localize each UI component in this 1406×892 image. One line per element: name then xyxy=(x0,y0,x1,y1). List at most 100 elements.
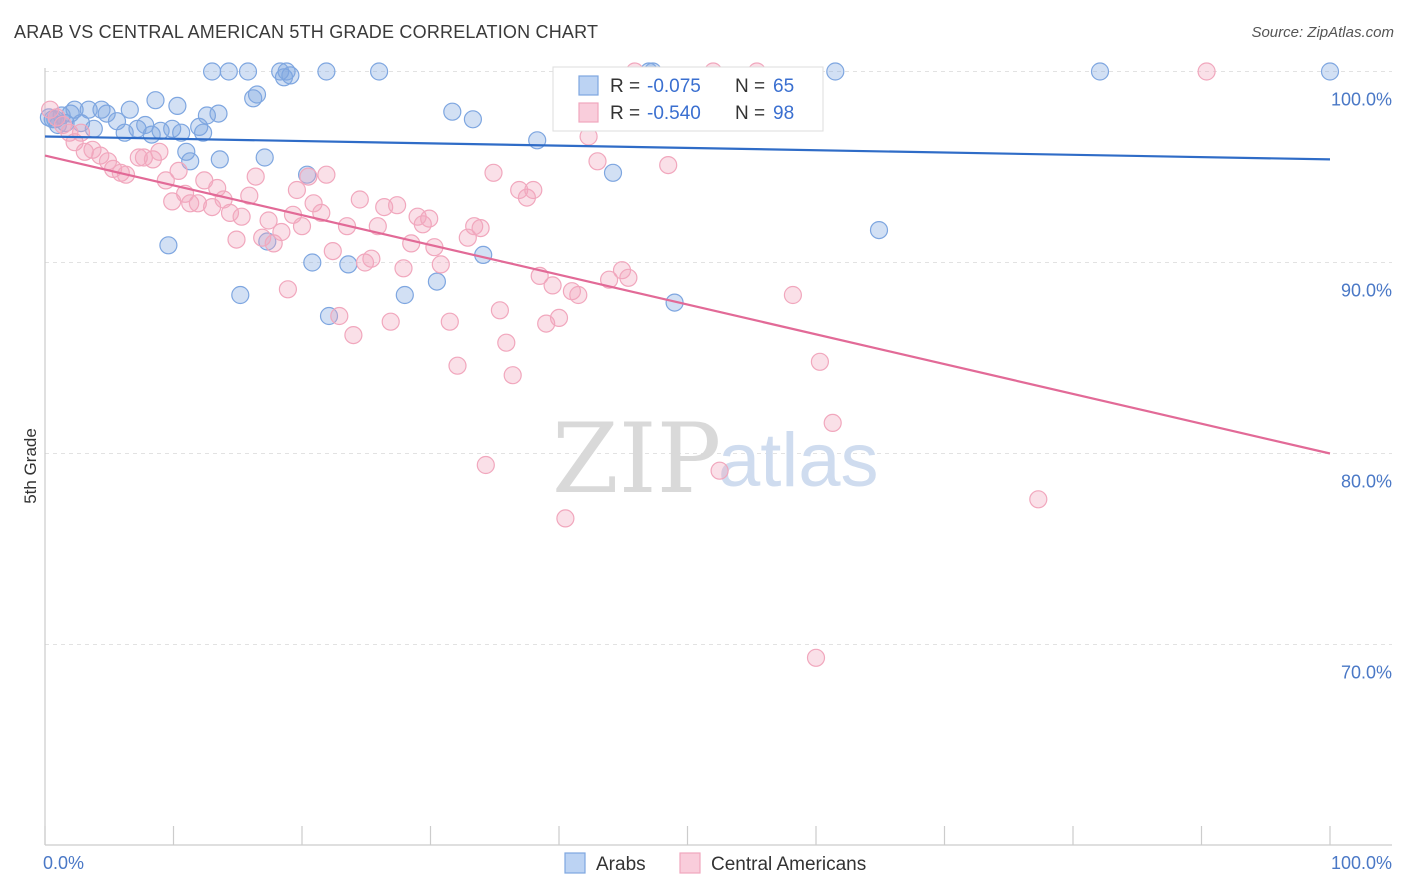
point-central-americans-13 xyxy=(129,148,148,167)
point-central-americans-29 xyxy=(232,207,251,226)
point-central-americans-21 xyxy=(181,194,200,213)
watermark-zip: ZIP xyxy=(552,403,721,515)
point-arabs-21 xyxy=(163,119,182,138)
point-central-americans-79 xyxy=(556,509,575,528)
point-central-americans-41 xyxy=(304,194,323,213)
point-central-americans-83 xyxy=(588,152,607,171)
point-central-americans-40 xyxy=(299,167,318,186)
point-central-americans-45 xyxy=(330,306,349,326)
point-central-americans-96 xyxy=(1029,490,1048,509)
point-central-americans-36 xyxy=(278,280,297,299)
point-arabs-33 xyxy=(231,285,250,305)
point-central-americans-27 xyxy=(220,203,240,222)
point-central-americans-16 xyxy=(150,142,169,161)
bottom-legend-swatch-arabs xyxy=(564,852,586,874)
point-central-americans-35 xyxy=(272,222,291,242)
point-central-americans-31 xyxy=(246,167,265,186)
point-arabs-22 xyxy=(168,96,187,116)
bottom-legend-central-americans: Central Americans xyxy=(711,854,866,875)
legend: R = -0.075 N = 65 R = -0.540 N = 98 xyxy=(552,66,824,132)
axes xyxy=(44,68,1392,846)
point-central-americans-67 xyxy=(476,455,495,475)
point-central-americans-53 xyxy=(381,312,400,331)
point-arabs-45 xyxy=(317,62,336,81)
bottom-legend: Arabs Central Americans xyxy=(564,852,866,875)
point-central-americans-62 xyxy=(440,312,459,331)
point-central-americans-33 xyxy=(259,211,278,230)
point-arabs-23 xyxy=(172,123,191,142)
point-central-americans-47 xyxy=(344,326,363,345)
y-tick-label-3: 100.0% xyxy=(1331,90,1392,110)
point-central-americans-43 xyxy=(317,165,336,184)
point-arabs-60 xyxy=(826,62,845,81)
point-arabs-14 xyxy=(120,100,139,119)
watermark: ZIP atlas xyxy=(552,403,879,515)
bottom-legend-arabs: Arabs xyxy=(596,854,646,875)
point-arabs-63 xyxy=(1320,62,1340,81)
watermark-atlas: atlas xyxy=(718,418,879,503)
point-central-americans-85 xyxy=(612,261,632,280)
y-tick-label-0: 70.0% xyxy=(1341,662,1392,682)
point-central-americans-38 xyxy=(287,180,306,200)
point-arabs-56 xyxy=(603,163,623,182)
point-central-americans-42 xyxy=(312,203,331,222)
legend-r-value-1: -0.540 xyxy=(647,103,701,124)
point-arabs-30 xyxy=(209,104,228,123)
point-central-americans-61 xyxy=(431,255,450,274)
point-central-americans-32 xyxy=(253,228,272,247)
point-central-americans-30 xyxy=(240,186,259,205)
point-arabs-11 xyxy=(97,104,116,123)
point-central-americans-74 xyxy=(524,180,543,200)
point-arabs-51 xyxy=(443,102,462,121)
point-arabs-61 xyxy=(869,221,889,240)
point-central-americans-44 xyxy=(323,242,342,261)
trend-lines xyxy=(44,135,1331,455)
point-arabs-62 xyxy=(1090,62,1110,81)
legend-n-label-1: N = xyxy=(735,103,765,124)
point-arabs-42 xyxy=(281,66,300,85)
bottom-legend-swatch-central-americans xyxy=(679,852,701,874)
chart-title: ARAB VS CENTRAL AMERICAN 5TH GRADE CORRE… xyxy=(14,22,599,42)
point-arabs-37 xyxy=(255,148,274,167)
point-central-americans-5 xyxy=(71,123,91,142)
point-arabs-18 xyxy=(146,91,165,110)
legend-r-label-0: R = xyxy=(610,76,640,97)
point-central-americans-15 xyxy=(143,150,162,169)
point-central-americans-39 xyxy=(292,217,312,236)
y-tick-label-1: 80.0% xyxy=(1341,472,1392,492)
point-central-americans-68 xyxy=(484,163,503,182)
point-arabs-34 xyxy=(238,62,258,81)
point-arabs-36 xyxy=(247,85,267,104)
y-tick-label-2: 90.0% xyxy=(1341,281,1392,301)
point-arabs-20 xyxy=(159,236,178,255)
y-axis-title: 5th Grade xyxy=(21,428,40,504)
point-central-americans-77 xyxy=(543,276,562,295)
point-central-americans-22 xyxy=(188,194,207,213)
point-arabs-24 xyxy=(177,142,196,161)
point-central-americans-92 xyxy=(783,285,803,305)
point-arabs-49 xyxy=(395,285,414,305)
point-central-americans-70 xyxy=(497,333,516,352)
point-central-americans-63 xyxy=(448,356,467,375)
legend-n-value-1: 98 xyxy=(773,103,794,124)
point-central-americans-94 xyxy=(810,352,830,371)
point-arabs-50 xyxy=(427,272,446,291)
point-central-americans-56 xyxy=(402,234,421,253)
tick-labels: 70.0% 80.0% 90.0% 100.0% 0.0% 100.0% xyxy=(43,90,1392,873)
point-arabs-32 xyxy=(219,62,238,81)
point-arabs-48 xyxy=(370,62,389,81)
point-central-americans-78 xyxy=(549,308,569,327)
point-arabs-8 xyxy=(79,100,98,119)
legend-swatch-central-americans xyxy=(578,102,599,123)
legend-r-value-0: -0.075 xyxy=(647,76,701,97)
point-arabs-44 xyxy=(303,253,322,272)
point-central-americans-71 xyxy=(503,366,522,385)
point-central-americans-66 xyxy=(471,219,490,238)
x-tick-label-1: 100.0% xyxy=(1331,853,1392,873)
point-central-americans-48 xyxy=(350,190,369,209)
point-central-americans-28 xyxy=(227,230,246,249)
point-central-americans-72 xyxy=(510,180,529,200)
point-central-americans-1 xyxy=(47,108,66,127)
trend-line-central-americans xyxy=(44,154,1331,455)
